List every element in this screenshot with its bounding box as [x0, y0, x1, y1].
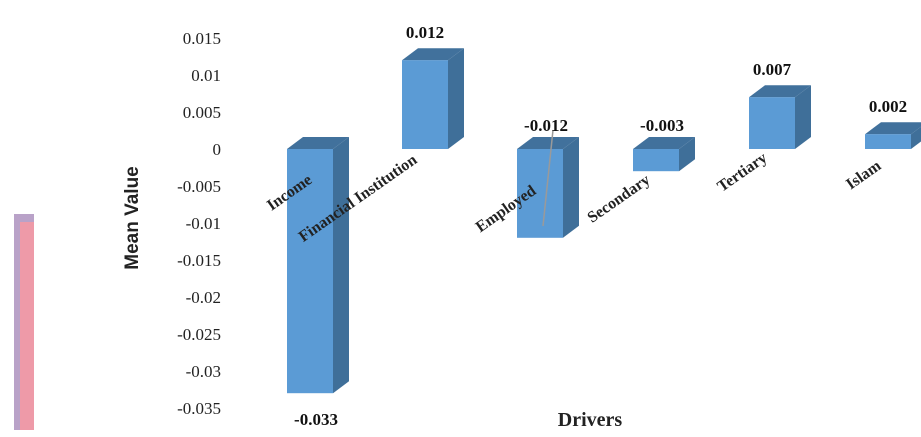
- bar: [517, 137, 579, 238]
- left-edge-strip-inner: [20, 222, 34, 430]
- category-label: Islam: [843, 157, 885, 193]
- bar-top-face: [517, 137, 579, 149]
- y-tick-label: 0: [213, 140, 222, 159]
- bars: [287, 48, 921, 394]
- data-label: -0.003: [640, 116, 684, 135]
- bar-side-face: [563, 137, 579, 238]
- data-label: -0.012: [524, 116, 568, 135]
- bar-top-face: [287, 137, 349, 149]
- bar-top-face: [865, 122, 921, 135]
- data-label: 0.012: [406, 23, 444, 42]
- y-tick-label: -0.03: [186, 362, 221, 381]
- bar-top-face: [402, 48, 464, 61]
- bar-top-face: [749, 85, 811, 98]
- y-tick-label: 0.015: [183, 29, 221, 48]
- bar-front-face: [865, 134, 911, 149]
- data-label: 0.007: [753, 60, 792, 79]
- bar-side-face: [448, 48, 464, 150]
- bar-front-face: [633, 149, 679, 172]
- y-tick-label: -0.035: [177, 399, 221, 418]
- y-tick-label: -0.01: [186, 214, 221, 233]
- bar: [865, 122, 921, 149]
- bar: [402, 48, 464, 150]
- data-labels: -0.033 0.012 -0.012 -0.003 0.007 0.002: [294, 23, 907, 429]
- y-tick-label: -0.02: [186, 288, 221, 307]
- y-tick-label: 0.005: [183, 103, 221, 122]
- bar-side-face: [911, 126, 921, 149]
- y-axis-ticks: 0.015 0.01 0.005 0 -0.005 -0.01 -0.015 -0.02 -0.…: [177, 29, 221, 418]
- y-tick-label: -0.025: [177, 325, 221, 344]
- data-label: 0.002: [869, 97, 907, 116]
- bar-front-face: [749, 97, 795, 149]
- category-label: Secondary: [585, 171, 654, 226]
- bar-side-face: [795, 85, 811, 149]
- bar-top-face: [633, 137, 695, 149]
- x-axis-title: Drivers: [558, 409, 623, 431]
- bar: [633, 137, 695, 172]
- bar-front-face: [517, 149, 563, 238]
- category-label: Tertiary: [714, 149, 770, 195]
- data-label: -0.033: [294, 410, 338, 429]
- bar-side-face: [679, 137, 695, 172]
- y-tick-label: -0.015: [177, 251, 221, 270]
- leader-line: [542, 129, 554, 227]
- y-tick-label: -0.005: [177, 177, 221, 196]
- y-axis-title: Mean Value: [122, 166, 143, 270]
- bar-front-face: [402, 60, 448, 150]
- bar: [749, 85, 811, 149]
- y-tick-label: 0.01: [191, 66, 221, 85]
- bar-front-face: [287, 149, 333, 394]
- bar-side-face: [333, 137, 349, 394]
- bar: [287, 137, 349, 394]
